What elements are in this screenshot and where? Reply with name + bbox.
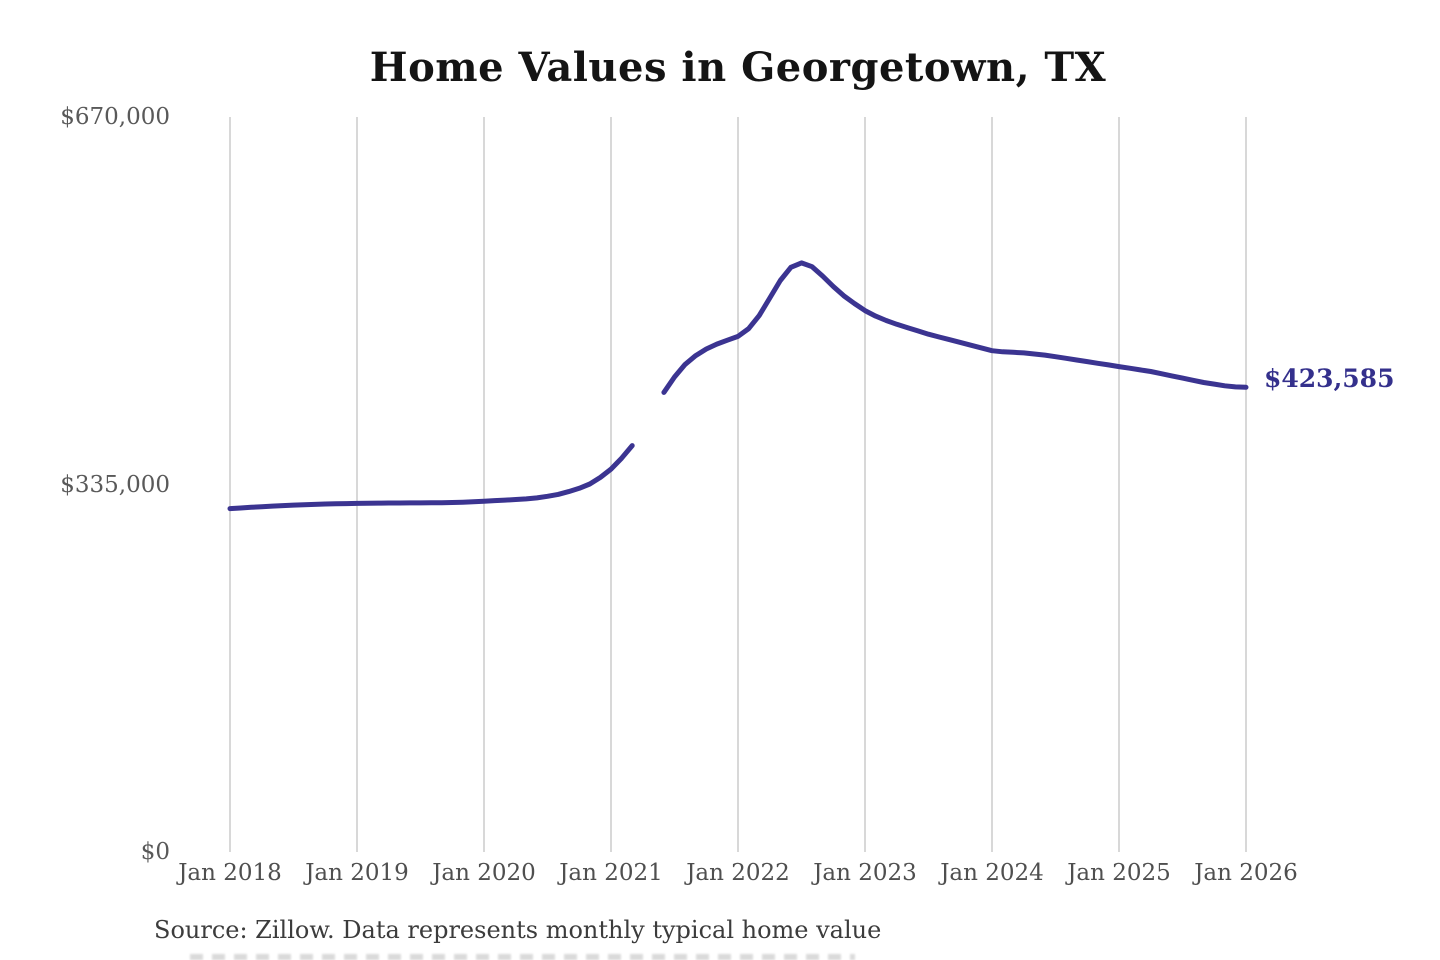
end-value-label: $423,585 xyxy=(1264,364,1395,393)
x-axis-label: Jan 2024 xyxy=(940,860,1044,886)
x-axis-label: Jan 2018 xyxy=(178,860,282,886)
x-axis-label: Jan 2026 xyxy=(1194,860,1298,886)
x-axis-label: Jan 2020 xyxy=(432,860,536,886)
home-value-line xyxy=(227,260,1249,512)
y-axis-label: $670,000 xyxy=(60,104,170,130)
x-axis-label: Jan 2021 xyxy=(559,860,663,886)
x-axis-label: Jan 2019 xyxy=(305,860,409,886)
series-path xyxy=(227,260,1249,512)
x-axis-label: Jan 2022 xyxy=(686,860,790,886)
chart-title: Home Values in Georgetown, TX xyxy=(369,44,1107,91)
y-axis-label: $335,000 xyxy=(60,471,170,498)
x-axis: Jan 2018 Jan 2019 Jan 2020 Jan 2021 Jan 2022… xyxy=(170,860,1306,886)
gridlines xyxy=(229,117,1247,852)
x-axis-label: Jan 2025 xyxy=(1067,860,1171,886)
x-axis-label: Jan 2023 xyxy=(813,860,917,886)
source-note: Source: Zillow. Data represents monthly … xyxy=(154,916,882,944)
y-axis-label: $0 xyxy=(140,839,170,865)
clipped-bottom-text-remnant xyxy=(190,954,855,960)
